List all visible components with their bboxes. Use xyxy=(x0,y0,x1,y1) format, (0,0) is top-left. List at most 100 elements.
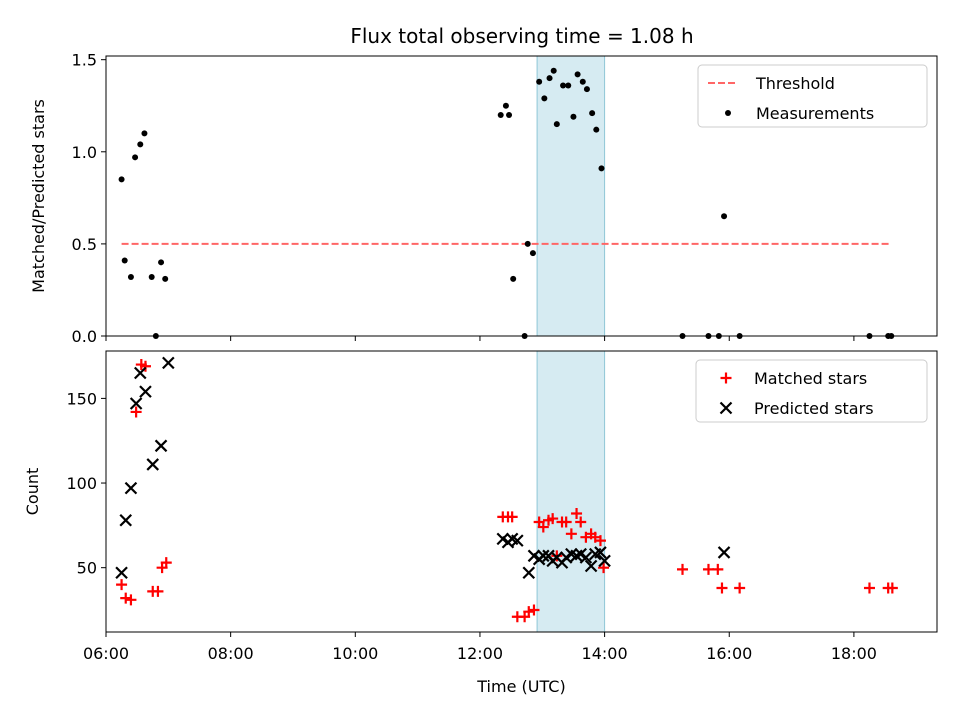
measurement-point xyxy=(589,110,596,117)
matched-star-marker xyxy=(571,508,583,520)
legend-label: Threshold xyxy=(755,74,835,93)
measurement-point xyxy=(721,213,728,220)
measurement-point xyxy=(506,111,513,118)
matched-star-marker xyxy=(139,360,151,372)
measurement-point xyxy=(593,126,600,133)
bottom-axes-frame xyxy=(105,350,938,633)
matched-star-marker xyxy=(116,579,128,591)
legend-predicted-swatch xyxy=(719,401,733,415)
bottom-panel: 50 100 150 06:00 08:00 10:00 12:00 14:00 16:00 18… xyxy=(23,350,938,696)
matched-star-marker xyxy=(712,563,724,575)
measurement-point xyxy=(583,86,590,93)
matched-star-marker xyxy=(594,535,606,547)
matched-star-marker xyxy=(547,513,559,525)
measurement-point xyxy=(162,275,169,282)
measurement-point xyxy=(565,82,572,89)
predicted-star-marker xyxy=(139,385,152,398)
matched-star-marker xyxy=(528,604,540,616)
legend-label: Predicted stars xyxy=(754,399,874,418)
measurement-point xyxy=(536,78,543,85)
measurement-point xyxy=(118,176,125,183)
matched-star-marker xyxy=(575,516,587,528)
matched-star-marker xyxy=(565,528,577,540)
measurement-point xyxy=(570,113,577,120)
matched-star-marker xyxy=(120,592,132,604)
predicted-star-marker xyxy=(119,513,133,527)
x-tick-label: 14:00 xyxy=(582,644,628,663)
y-tick-label: 0.5 xyxy=(72,235,97,254)
matched-star-marker xyxy=(130,406,142,418)
measurement-point xyxy=(497,111,504,118)
y-tick-label: 100 xyxy=(66,474,97,493)
predicted-star-marker xyxy=(129,397,143,410)
measurement-point xyxy=(550,67,557,74)
top-legend: Threshold Measurements xyxy=(697,64,928,128)
measurement-point xyxy=(510,275,517,282)
predicted-star-marker xyxy=(537,549,550,563)
predicted-star-marker xyxy=(598,554,611,568)
measurement-point xyxy=(598,165,605,172)
bottom-marks xyxy=(115,356,898,623)
y-tick-label: 50 xyxy=(77,559,97,578)
legend-measurement-swatch xyxy=(725,110,731,116)
predicted-star-marker xyxy=(511,534,524,547)
measurement-point xyxy=(502,102,509,109)
matched-star-marker xyxy=(537,521,549,533)
matched-star-marker xyxy=(863,582,875,594)
x-tick-label: 12:00 xyxy=(457,644,503,663)
matched-star-marker xyxy=(734,582,746,594)
matched-star-marker xyxy=(506,511,518,523)
measurement-point xyxy=(546,75,553,82)
measurement-point xyxy=(524,240,531,247)
legend-box xyxy=(695,359,928,423)
measurement-point xyxy=(148,274,155,281)
measurement-point xyxy=(137,141,144,148)
x-tick-label: 06:00 xyxy=(83,644,129,663)
measurement-point xyxy=(127,274,134,281)
matched-star-marker xyxy=(598,562,610,574)
legend-box xyxy=(697,64,928,128)
highlight-span xyxy=(536,55,606,337)
bottom-legend: Matched stars Predicted stars xyxy=(695,359,928,423)
predicted-star-marker xyxy=(162,356,175,370)
bottom-y-axis-label: Count xyxy=(23,468,42,516)
matched-star-marker xyxy=(716,582,728,594)
measurement-point xyxy=(121,257,128,264)
matched-star-marker xyxy=(523,606,535,618)
legend-label: Matched stars xyxy=(754,369,867,388)
measurement-point xyxy=(132,154,139,161)
x-tick-label: 08:00 xyxy=(208,644,254,663)
x-tick-label: 18:00 xyxy=(831,644,877,663)
matched-star-marker xyxy=(677,563,689,575)
matched-star-marker xyxy=(560,516,572,528)
measurement-point xyxy=(141,130,148,137)
matched-star-marker xyxy=(160,557,172,569)
measurement-point xyxy=(553,121,560,128)
matched-star-marker xyxy=(886,582,898,594)
top-panel: 0.0 0.5 1.0 1.5 Matched/Predicted stars Thr… xyxy=(29,51,938,346)
measurement-point xyxy=(560,82,567,89)
predicted-star-marker xyxy=(579,551,593,564)
predicted-star-marker xyxy=(717,546,731,559)
legend-label: Measurements xyxy=(756,104,874,123)
predicted-star-marker xyxy=(594,546,607,559)
x-tick-label: 16:00 xyxy=(706,644,752,663)
measurement-point xyxy=(158,259,165,266)
predicted-star-marker xyxy=(146,458,160,471)
highlight-span xyxy=(536,350,606,633)
predicted-star-marker xyxy=(584,559,598,573)
predicted-star-marker xyxy=(154,439,168,453)
y-tick-label: 150 xyxy=(66,389,97,408)
predicted-star-marker xyxy=(134,366,147,380)
x-axis-label: Time (UTC) xyxy=(476,677,565,696)
top-axes-frame xyxy=(105,55,938,337)
top-y-axis-label: Matched/Predicted stars xyxy=(29,99,48,293)
measurement-point xyxy=(579,78,586,85)
y-tick-label: 1.0 xyxy=(72,143,97,162)
measurement-point xyxy=(574,71,581,78)
legend-matched-swatch xyxy=(720,372,732,384)
x-tick-label: 10:00 xyxy=(332,644,378,663)
y-tick-label: 0.0 xyxy=(72,327,97,346)
predicted-star-marker xyxy=(522,566,536,580)
